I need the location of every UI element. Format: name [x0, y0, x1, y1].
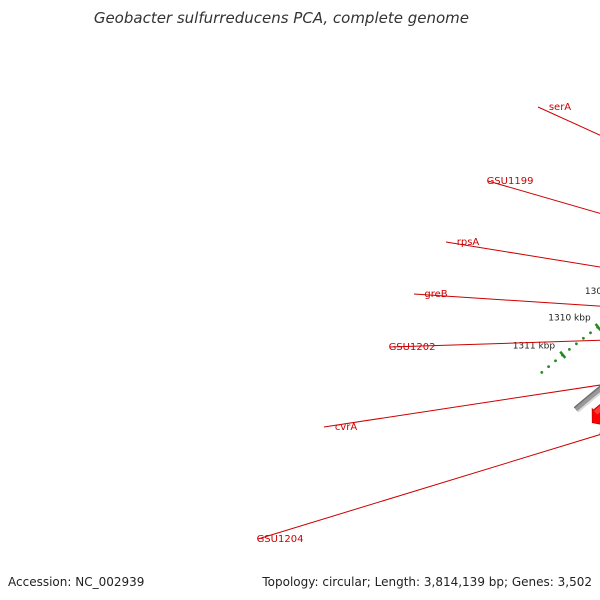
gene-label-leader: [323, 384, 600, 428]
gene-label-cvra: cvrA: [335, 422, 358, 433]
minor-tick: [575, 342, 578, 346]
minor-tick: [582, 336, 585, 340]
gene-label-leader: [445, 241, 600, 268]
genome-backbone: [573, 385, 600, 413]
gene-label-leader: [257, 434, 600, 540]
forward-strand-genes: [591, 404, 600, 425]
minor-tick: [547, 365, 550, 368]
backbone-line: [573, 385, 600, 412]
tick-label: 1310 kbp: [548, 314, 591, 324]
backbone-shadow: [576, 390, 600, 413]
major-tick: [559, 350, 567, 359]
gene-label-greb: greB: [424, 289, 447, 300]
gene-label-leader: [537, 106, 600, 136]
minor-tick: [554, 359, 557, 363]
gene-label-gsu1204: GSU1204: [257, 534, 304, 545]
topology-text: Topology: circular; Length: 3,814,139 bp…: [260, 574, 594, 590]
gene-labels: serA GSU1199 rpsA greB GSU1202 cvrA GSU1204: [257, 102, 600, 545]
accession-text: Accession: NC_002939: [6, 574, 147, 590]
tick-label: 1311 kbp: [513, 342, 556, 352]
gene-label-leader: [487, 180, 600, 214]
gene-label-leader: [413, 293, 600, 307]
minor-tick: [540, 371, 544, 374]
forward-gene-highlight: [594, 405, 600, 415]
scale-ticks: 1303 kbp1304 kbp1305 kbp1306 kbp1307 kbp…: [513, 287, 600, 374]
map-title: Geobacter sulfurreducens PCA, complete g…: [94, 9, 469, 27]
gene-label-gsu1199: GSU1199: [487, 176, 534, 187]
gene-label-leader: [389, 339, 600, 348]
minor-tick: [589, 331, 592, 335]
backbone-edge: [573, 385, 600, 409]
gene-label-sera: serA: [549, 102, 571, 113]
gene-label-rpsa: rpsA: [457, 237, 480, 248]
minor-tick: [568, 348, 571, 351]
gene-label-gsu1202: GSU1202: [389, 342, 436, 353]
tick-label: 1309 kbp: [585, 287, 600, 297]
